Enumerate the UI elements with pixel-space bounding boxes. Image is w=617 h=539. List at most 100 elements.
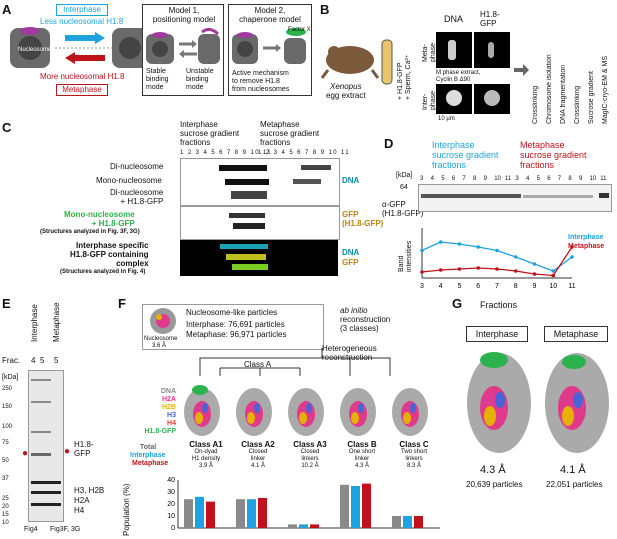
b-inter-gfp-image — [474, 84, 510, 114]
c-complex-note: (Structures analyzed in Fig. 4) — [60, 269, 146, 275]
e-marker-label: 250 — [2, 386, 13, 392]
b-inter-dna-image — [436, 84, 472, 114]
unstable-label: Unstable binding mode — [186, 68, 214, 91]
f-bar — [195, 496, 204, 528]
model1-title: Model 1, positioning model — [152, 6, 216, 24]
f-class-label: Class B One short linker 4.3 Å — [336, 440, 388, 470]
d-data-point — [532, 272, 537, 276]
c-merge-dna-label: DNA — [342, 248, 360, 257]
panel-label-d: D — [384, 136, 394, 151]
e-h2a-label: H2A — [74, 496, 90, 505]
d-lane-label: 8 — [568, 176, 572, 182]
e-h4-label: H4 — [74, 506, 85, 515]
f-class-label: Class A2 Closed linker 4.1 Å — [232, 440, 284, 470]
f-y-tick: 40 — [167, 477, 175, 484]
panel-label-e: E — [2, 296, 11, 311]
d-legend-inter: Interphase — [568, 234, 604, 241]
f-bar — [310, 524, 319, 528]
f-y-tick: 0 — [171, 525, 175, 532]
c-gfp-gel — [180, 206, 340, 240]
f-meta-legend: Metaphase — [132, 460, 169, 467]
panel-label-c: C — [2, 120, 12, 135]
b-step-4: Crosslinking — [574, 85, 581, 124]
g-meta-res: 4.1 Å — [560, 464, 586, 476]
panel-label-b: B — [320, 2, 330, 17]
d-data-point — [495, 267, 499, 271]
f-class-desc: Closed linker — [248, 449, 268, 462]
d-ylabel: Band intensities — [398, 240, 413, 272]
d-lane-label: 6 — [451, 176, 456, 182]
d-tick-label: 5 — [458, 283, 462, 290]
f-meta-count: Metaphase: 96,971 particles — [186, 330, 287, 339]
e-marker-label: 75 — [2, 440, 9, 446]
e-fig4-label: Fig4 — [24, 526, 38, 533]
f-class-name: Class C — [399, 440, 429, 449]
g-inter-particles: 20,639 particles — [466, 480, 523, 489]
f-class-res: 3.9 Å — [198, 463, 213, 469]
c-mono-h1-label: Mono-nucleosome + H1.8-GFP — [64, 210, 135, 228]
c-meta-title: Metaphase sucrose gradient fractions — [260, 120, 320, 147]
panel-a-diagram — [10, 27, 148, 68]
d-lane-label: 3 — [515, 176, 519, 182]
d-data-point — [495, 248, 499, 253]
f-nuc-res: 3.6 Å — [152, 343, 167, 349]
d-data-point — [570, 245, 574, 249]
d-lane-label: 8 — [473, 176, 477, 182]
d-lane-label: 11 — [600, 176, 607, 182]
f-class-name: Class A2 — [241, 440, 275, 449]
f-tree-lines — [199, 348, 391, 376]
b-meta-dna-image — [436, 32, 472, 68]
d-data-point — [551, 269, 556, 273]
f-class-label: Class A3 Closed linkers 10.2 Å — [284, 440, 336, 470]
f-class-labels: Class A1 On-dyad H1 density 3.9 Å Class A2 C… — [180, 440, 440, 480]
e-meta-label: Metaphase — [52, 302, 61, 342]
less-label: Less nucleosomal H1.8 — [40, 17, 124, 26]
f-bar — [236, 499, 245, 528]
e-frac-label: Frac. — [2, 356, 21, 365]
d-lane-label: 9 — [579, 176, 583, 182]
c-mono-label: Mono-nucleosome — [96, 176, 162, 185]
f-bar — [288, 524, 297, 528]
d-data-point — [420, 270, 424, 274]
e-marker-label: 25 — [2, 496, 9, 502]
c-dna-label: DNA — [342, 176, 360, 185]
d-data-point — [570, 255, 574, 259]
g-meta-particles: 22,051 particles — [546, 480, 603, 489]
e-marker-label: 100 — [2, 424, 13, 430]
d-lane-label: 10 — [589, 176, 597, 182]
f-legend-entry: H2A — [161, 396, 176, 403]
c-merge-gfp-label: GFP — [342, 258, 359, 267]
f-class-maps — [180, 380, 440, 440]
d-data-point — [513, 269, 518, 273]
f-class-res: 4.1 Å — [250, 463, 265, 469]
f-bar — [392, 516, 401, 528]
e-h18-marker-right: ● — [64, 446, 71, 457]
f-class-map — [392, 388, 428, 436]
d-xlabel: Fractions — [480, 300, 518, 310]
d-data-point — [438, 268, 443, 272]
c-merge-gel — [180, 240, 338, 276]
f-legend: DNA H2A H2B H3 H4 H1.8-GFP — [140, 388, 176, 436]
f-class-res: 8.3 Å — [406, 463, 421, 469]
d-lane-label: 9 — [483, 176, 487, 182]
d-data-point — [457, 242, 462, 246]
d-lane-label: 4 — [526, 176, 530, 182]
d-lane-label: 7 — [462, 176, 466, 182]
e-h18-marker-left: ● — [22, 448, 29, 459]
f-class-name: Class B — [347, 440, 377, 449]
c-gfp-label: GFP (H1.8-GFP) — [342, 210, 384, 228]
f-legend-entry: H4 — [167, 420, 176, 427]
d-data-point — [457, 267, 462, 271]
f-ylabel: Population (%) — [122, 483, 131, 536]
f-y-tick: 30 — [167, 489, 175, 496]
d-data-point — [532, 262, 537, 266]
e-marker-label: 150 — [2, 404, 13, 410]
d-tick-label: 11 — [568, 283, 575, 290]
b-step-6: MagIC-cryo-EM & MS — [602, 55, 609, 124]
d-series-line — [421, 241, 573, 272]
e-marker-label: 15 — [2, 512, 9, 518]
d-lane-label: 7 — [557, 176, 562, 182]
g-inter-map — [467, 352, 531, 453]
e-frac-5a: 5 — [40, 356, 45, 365]
f-class-a-label: Class A — [244, 360, 272, 369]
